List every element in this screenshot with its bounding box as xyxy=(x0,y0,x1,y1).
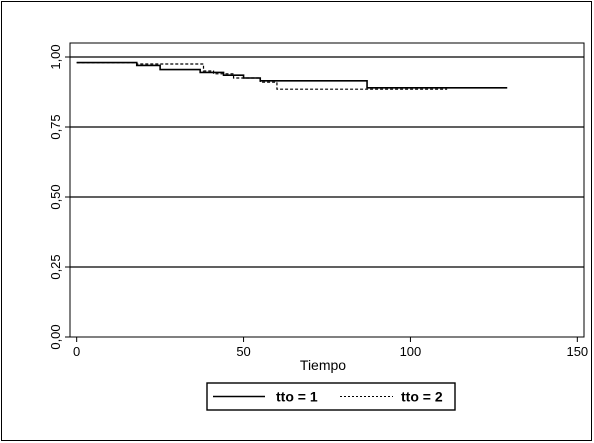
y-tick-label: 0,75 xyxy=(48,114,63,139)
x-tick-label: 0 xyxy=(73,344,80,359)
y-tick-label: 0,00 xyxy=(48,324,63,349)
y-tick-label: 0,25 xyxy=(48,254,63,279)
x-axis-title: Tiempo xyxy=(300,357,346,373)
legend: tto = 1 tto = 2 xyxy=(206,382,456,411)
x-axis: 0 50 100 150 xyxy=(73,337,588,359)
series-line-tto-1 xyxy=(76,61,508,89)
plot-area xyxy=(69,42,585,338)
series-layer xyxy=(76,61,508,90)
grid-lines xyxy=(70,56,584,268)
legend-label: tto = 1 xyxy=(276,389,318,405)
series-line-tto-2 xyxy=(76,62,448,90)
x-tick-label: 50 xyxy=(236,344,250,359)
y-axis: 0,00 0,25 0,50 0,75 1,00 xyxy=(48,44,70,350)
y-tick-label: 0,50 xyxy=(48,184,63,209)
x-tick-label: 150 xyxy=(566,344,588,359)
x-tick-label: 100 xyxy=(400,344,422,359)
legend-label: tto = 2 xyxy=(401,389,443,405)
y-tick-label: 1,00 xyxy=(48,44,63,69)
